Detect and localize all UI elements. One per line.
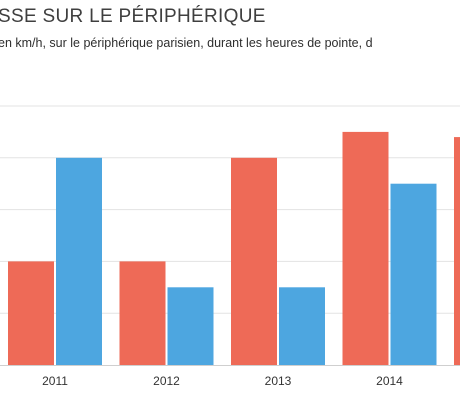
bar-2012-series-2 — [167, 287, 214, 365]
x-tick-label-2012: 2012 — [153, 374, 180, 388]
bar-2014-series-2 — [390, 183, 437, 365]
x-tick-label-2013: 2013 — [265, 374, 292, 388]
bar-2014-series-1 — [342, 131, 389, 365]
x-tick-label-2011: 2011 — [42, 374, 68, 388]
bar-2012-series-1 — [119, 261, 166, 365]
chart-subtitle: en km/h, sur le périphérique parisien, d… — [0, 36, 373, 50]
bar-2011-series-1 — [8, 261, 54, 365]
bar-2013-series-1 — [231, 157, 277, 365]
chart-title: SSE SUR LE PÉRIPHÉRIQUE — [0, 6, 266, 27]
bar-2013-series-2 — [279, 287, 325, 365]
bar-partial-next — [454, 137, 460, 365]
x-tick-label-2014: 2014 — [376, 374, 403, 388]
bar-2011-series-2 — [56, 157, 102, 365]
